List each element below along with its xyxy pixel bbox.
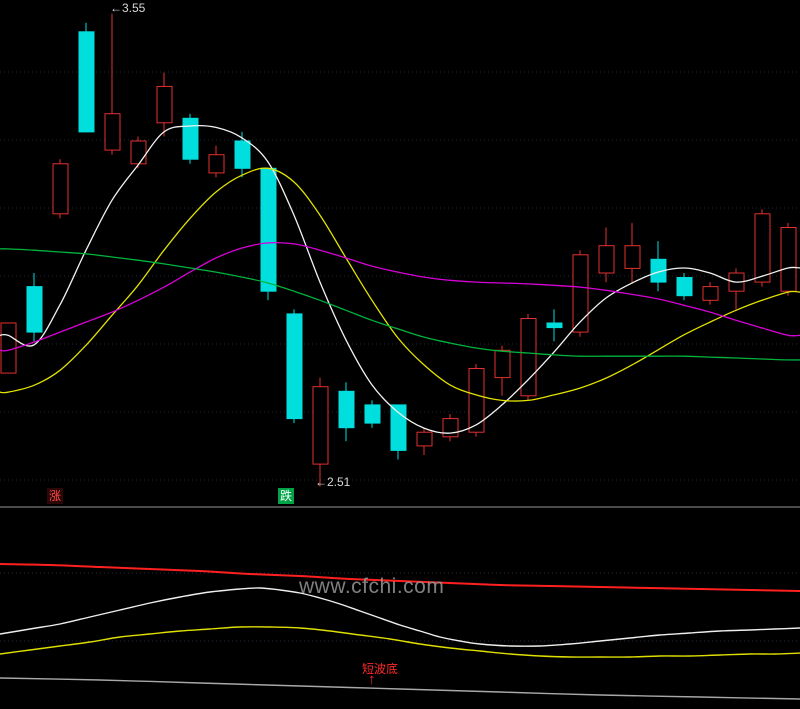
candle-up xyxy=(624,245,641,269)
up-arrow-icon: ↑ xyxy=(368,671,376,688)
candle-up xyxy=(468,368,485,433)
high-price-annotation: ←3.55 xyxy=(110,1,146,15)
candle-down xyxy=(182,117,199,160)
candle-up xyxy=(104,113,121,151)
candle-up xyxy=(52,163,69,215)
candle-up xyxy=(208,154,225,174)
indicator-panel[interactable]: www.cfchi.com 短波底 ↑ xyxy=(0,508,800,709)
fall-signal-marker: 跌 xyxy=(278,488,294,504)
main-chart-panel[interactable]: ←3.55 ←2.51 涨 跌 xyxy=(0,0,800,506)
ma-green xyxy=(0,248,800,361)
indicator-chart xyxy=(0,563,800,700)
candle-down xyxy=(338,390,355,429)
candle-down xyxy=(546,322,563,329)
candle-up xyxy=(494,349,511,379)
low-price-annotation: ←2.51 xyxy=(315,475,351,489)
candle-up xyxy=(780,227,797,292)
candle-up xyxy=(312,386,329,465)
rise-signal-marker: 涨 xyxy=(47,488,63,504)
candle-up xyxy=(754,213,771,283)
ma-white xyxy=(0,124,800,434)
candle-down xyxy=(390,404,407,451)
candle-up xyxy=(572,254,589,333)
candle-down xyxy=(26,286,43,333)
candles-group xyxy=(0,13,797,487)
upper-red xyxy=(0,563,800,592)
candle-up xyxy=(130,140,147,165)
candle-down xyxy=(286,313,303,420)
candle-down xyxy=(364,404,381,424)
candle-down xyxy=(78,31,95,133)
panel-divider xyxy=(0,506,800,508)
candle-up xyxy=(598,245,615,274)
candle-up xyxy=(156,85,173,124)
candle-up xyxy=(702,286,719,301)
ma-magenta xyxy=(0,241,800,352)
signal-label: 短波底 xyxy=(362,662,399,676)
watermark-text: www.cfchi.com xyxy=(299,575,445,598)
candle-up xyxy=(442,418,459,438)
candlestick-chart xyxy=(0,13,800,487)
candle-down xyxy=(676,277,693,297)
ma-yellow xyxy=(0,167,800,402)
candle-down xyxy=(234,140,251,169)
candle-down xyxy=(260,167,277,292)
yellow-wave xyxy=(0,626,800,658)
lower-gray xyxy=(0,677,800,700)
white-wave xyxy=(0,587,800,647)
candle-up xyxy=(416,431,433,447)
